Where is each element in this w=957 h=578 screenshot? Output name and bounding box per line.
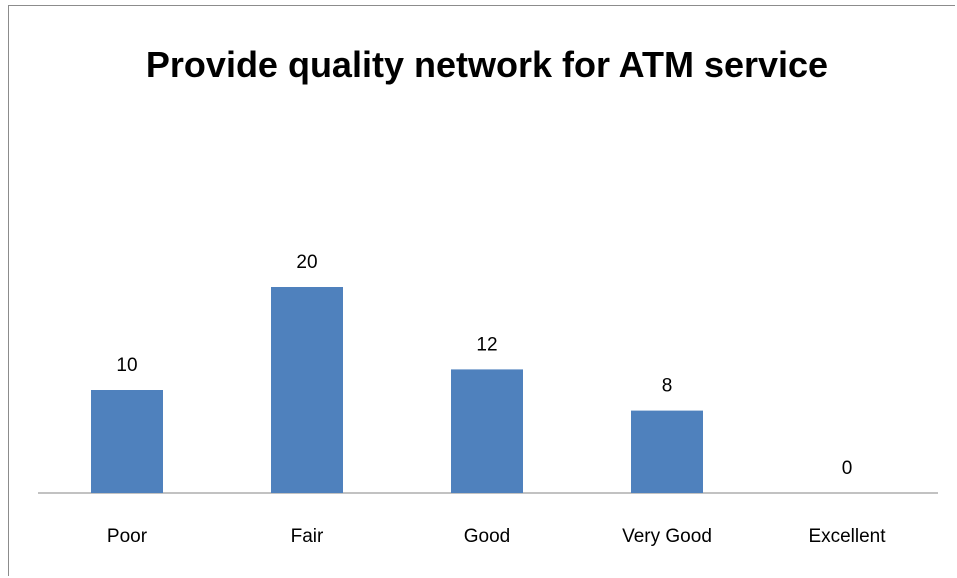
chart-title: Provide quality network for ATM service [145, 44, 829, 85]
x-tick-label: Fair [291, 526, 324, 547]
data-label: 20 [296, 252, 317, 273]
bar [91, 390, 163, 493]
bar [631, 410, 703, 493]
data-label: 12 [476, 334, 497, 355]
data-label: 0 [842, 458, 853, 479]
bar [451, 369, 523, 493]
x-tick-label: Excellent [808, 526, 886, 547]
data-label: 10 [116, 355, 137, 376]
data-label: 8 [662, 376, 673, 397]
bar [271, 287, 343, 493]
chart-frame [8, 5, 955, 576]
x-tick-label: Good [464, 526, 510, 547]
x-tick-label: Very Good [622, 526, 712, 547]
x-tick-label: Poor [107, 526, 148, 547]
